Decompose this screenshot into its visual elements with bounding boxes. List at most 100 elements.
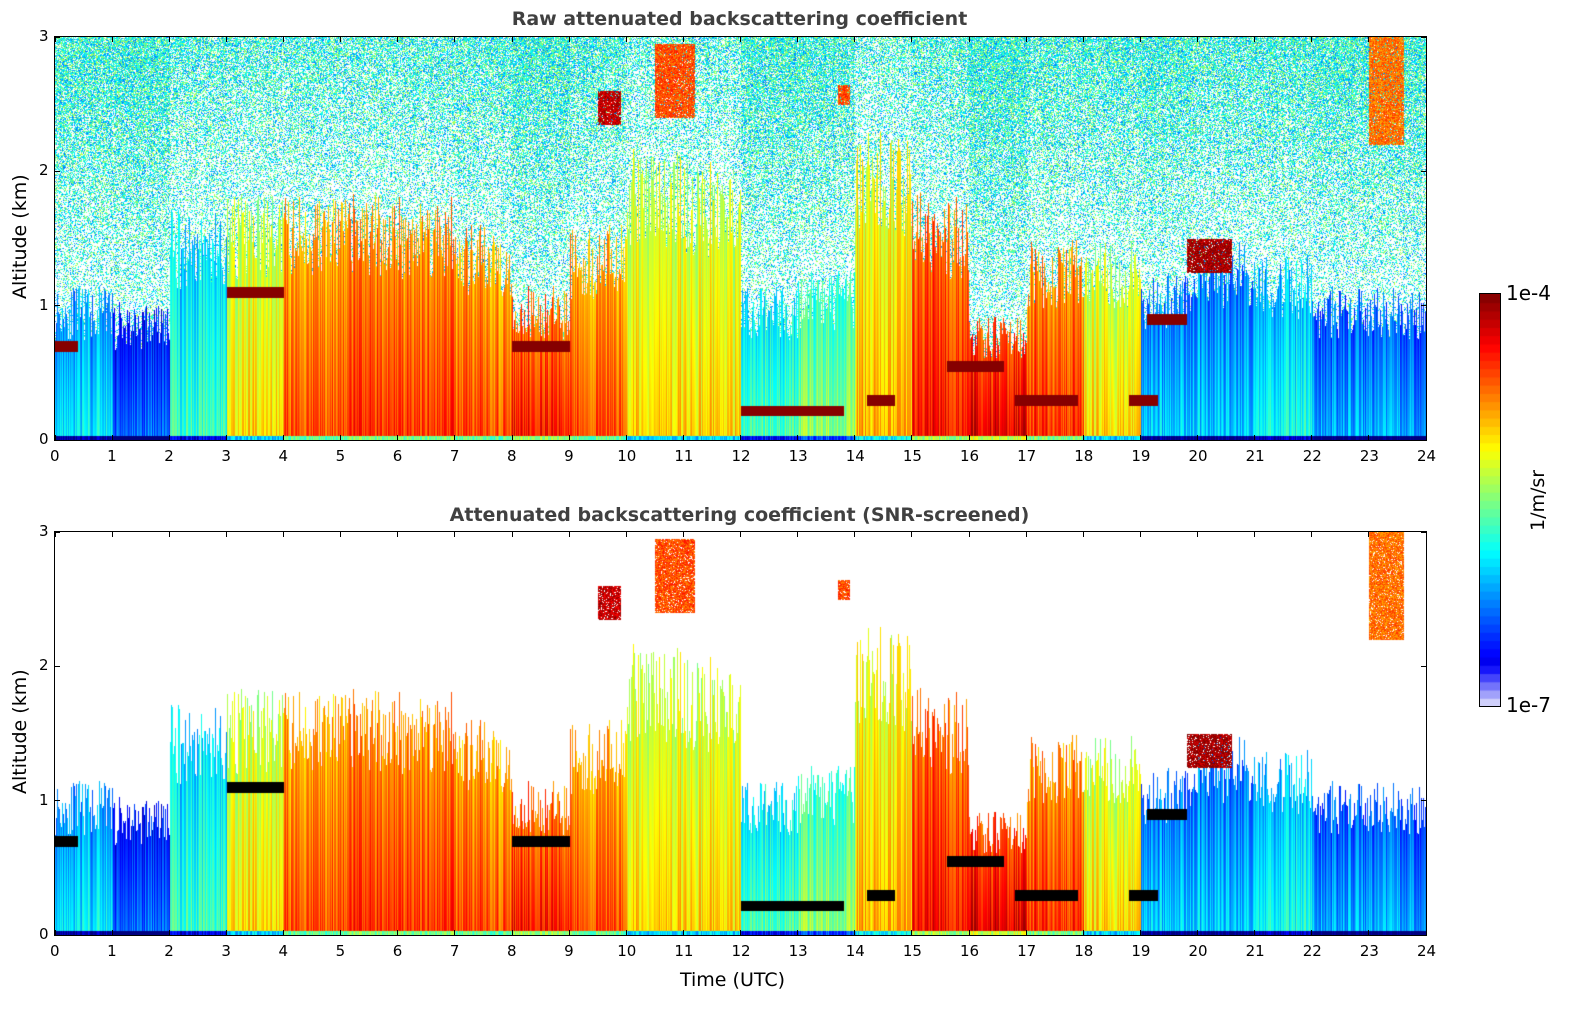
x-tick-label: 13 <box>788 447 808 465</box>
x-tick-mark <box>111 532 113 537</box>
x-tick-mark <box>54 37 56 42</box>
x-tick-mark <box>1311 532 1313 537</box>
x-tick-mark <box>54 930 56 935</box>
x-tick-mark <box>511 532 513 537</box>
x-tick-mark <box>283 37 284 42</box>
x-tick-mark <box>454 532 456 537</box>
x-tick-label: 0 <box>50 447 60 465</box>
x-tick-mark <box>397 930 399 935</box>
x-tick-label: 7 <box>449 447 460 465</box>
x-tick-mark <box>397 532 399 537</box>
y-tick-mark <box>1421 170 1426 172</box>
x-tick-mark <box>283 435 284 440</box>
x-tick-mark <box>968 532 970 537</box>
x-tick-mark <box>511 37 513 42</box>
x-tick-label: 19 <box>1131 447 1151 465</box>
x-tick-mark <box>740 37 741 42</box>
x-tick-mark <box>454 435 456 440</box>
top-axes-frame <box>54 36 1427 441</box>
x-tick-mark <box>111 930 113 935</box>
x-tick-mark <box>54 435 56 440</box>
x-tick-mark <box>1025 37 1027 42</box>
x-tick-label: 14 <box>845 447 865 465</box>
x-tick-label: 23 <box>1359 942 1379 960</box>
x-tick-mark <box>1425 930 1427 935</box>
x-tick-label: 6 <box>392 447 403 465</box>
y-tick-mark <box>1421 305 1426 307</box>
x-tick-mark <box>454 930 456 935</box>
y-tick-label: 0 <box>39 430 49 448</box>
x-tick-mark <box>682 532 684 537</box>
x-tick-mark <box>568 930 570 935</box>
y-tick-mark <box>55 305 60 307</box>
x-tick-mark <box>1425 37 1427 42</box>
x-tick-mark <box>397 435 399 440</box>
colorbar-max-label: 1e-4 <box>1506 281 1551 305</box>
x-tick-mark <box>568 37 570 42</box>
x-tick-label: 10 <box>617 942 637 960</box>
x-tick-mark <box>1425 435 1427 440</box>
x-tick-mark <box>283 930 284 935</box>
x-tick-label: 5 <box>335 942 346 960</box>
x-tick-mark <box>568 435 570 440</box>
y-tick-mark <box>55 439 60 441</box>
x-tick-mark <box>397 37 399 42</box>
x-tick-label: 22 <box>1302 942 1322 960</box>
x-tick-mark <box>1197 435 1198 440</box>
x-tick-mark <box>1025 930 1027 935</box>
top-heatmap <box>55 37 1426 440</box>
x-tick-label: 23 <box>1359 447 1379 465</box>
x-tick-mark <box>854 37 856 42</box>
x-tick-mark <box>682 37 684 42</box>
x-tick-mark <box>225 930 227 935</box>
x-tick-mark <box>740 435 741 440</box>
x-tick-label: 12 <box>731 447 751 465</box>
x-tick-mark <box>54 532 56 537</box>
x-tick-label: 19 <box>1131 942 1151 960</box>
bottom-axes-frame <box>54 531 1427 936</box>
x-axis-label: Time (UTC) <box>680 969 786 991</box>
x-tick-mark <box>625 435 627 440</box>
x-tick-mark <box>225 435 227 440</box>
x-tick-mark <box>797 435 799 440</box>
x-tick-label: 24 <box>1417 447 1437 465</box>
x-tick-label: 17 <box>1017 942 1037 960</box>
x-tick-label: 0 <box>50 942 60 960</box>
x-tick-mark <box>1139 37 1141 42</box>
x-tick-label: 18 <box>1074 942 1094 960</box>
x-tick-mark <box>1311 435 1313 440</box>
x-tick-mark <box>968 435 970 440</box>
x-tick-mark <box>740 930 741 935</box>
x-tick-mark <box>1139 930 1141 935</box>
colorbar-label: 1/m/sr <box>1527 469 1549 531</box>
x-tick-label: 6 <box>392 942 403 960</box>
x-tick-mark <box>111 37 113 42</box>
x-tick-label: 1 <box>107 447 117 465</box>
x-tick-mark <box>568 532 570 537</box>
x-tick-mark <box>454 37 456 42</box>
x-tick-mark <box>1025 435 1027 440</box>
y-tick-label: 2 <box>39 656 49 675</box>
x-tick-label: 11 <box>674 447 694 465</box>
x-tick-mark <box>1254 532 1256 537</box>
x-tick-label: 3 <box>221 942 231 960</box>
x-tick-mark <box>168 930 170 935</box>
x-tick-mark <box>740 532 741 537</box>
x-tick-label: 1 <box>107 942 117 960</box>
x-tick-mark <box>1197 930 1198 935</box>
y-tick-mark <box>55 665 60 667</box>
x-tick-mark <box>911 435 913 440</box>
y-tick-mark <box>1421 665 1426 667</box>
x-tick-mark <box>1368 532 1370 537</box>
x-tick-label: 21 <box>1245 447 1265 465</box>
x-tick-label: 9 <box>564 447 574 465</box>
x-tick-mark <box>283 532 284 537</box>
x-tick-label: 10 <box>617 447 637 465</box>
x-tick-label: 4 <box>278 447 289 465</box>
x-tick-mark <box>1311 930 1313 935</box>
x-tick-mark <box>225 532 227 537</box>
bottom-panel-title: Attenuated backscattering coefficient (S… <box>449 504 1030 526</box>
x-tick-label: 20 <box>1188 942 1208 960</box>
x-tick-mark <box>1254 37 1256 42</box>
